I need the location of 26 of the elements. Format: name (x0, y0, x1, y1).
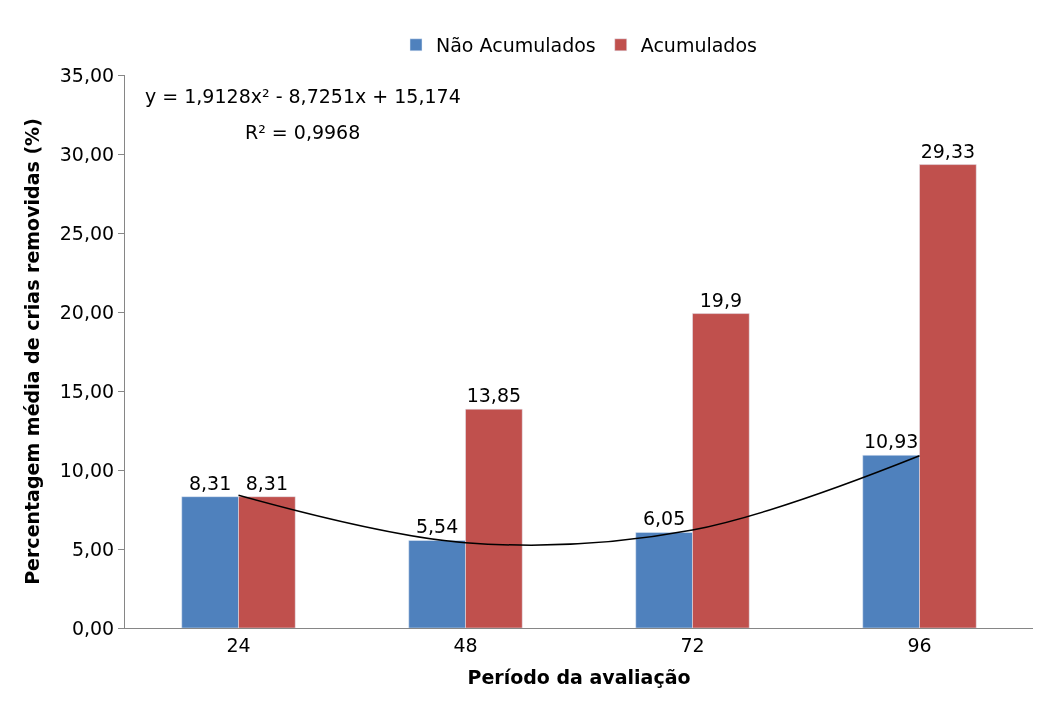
x-axis-title: Período da avaliação (467, 665, 691, 688)
data-label: 29,33 (920, 139, 976, 162)
y-tick-label: 10,00 (59, 458, 115, 481)
x-tick-label: 48 (453, 633, 478, 656)
data-label: 5,54 (415, 515, 459, 538)
x-tick-label: 24 (226, 633, 251, 656)
data-label: 10,93 (863, 430, 919, 453)
data-label: 8,31 (188, 471, 232, 494)
legend-label: Acumulados (640, 34, 757, 57)
y-axis-title: Percentagem média de crias removidas (%) (20, 118, 43, 585)
y-tick-label: 35,00 (59, 63, 115, 86)
data-label: 19,9 (699, 288, 743, 311)
annotation: R² = 0,9968 (245, 121, 361, 143)
y-tick-label: 5,00 (71, 537, 115, 560)
y-tick-label: 0,00 (71, 616, 115, 639)
data-label: 8,31 (245, 471, 289, 494)
data-label: 6,05 (642, 507, 686, 530)
y-tick-label: 30,00 (59, 142, 115, 165)
y-tick-label: 15,00 (59, 379, 115, 402)
y-tick-label: 25,00 (59, 221, 115, 244)
x-tick-label: 72 (680, 633, 705, 656)
data-label: 13,85 (466, 384, 522, 407)
y-tick-label: 20,00 (59, 300, 115, 323)
annotation: y = 1,9128x² - 8,7251x + 15,174 (145, 85, 461, 107)
legend-label: Não Acumulados (436, 34, 596, 57)
x-tick-label: 96 (907, 633, 932, 656)
